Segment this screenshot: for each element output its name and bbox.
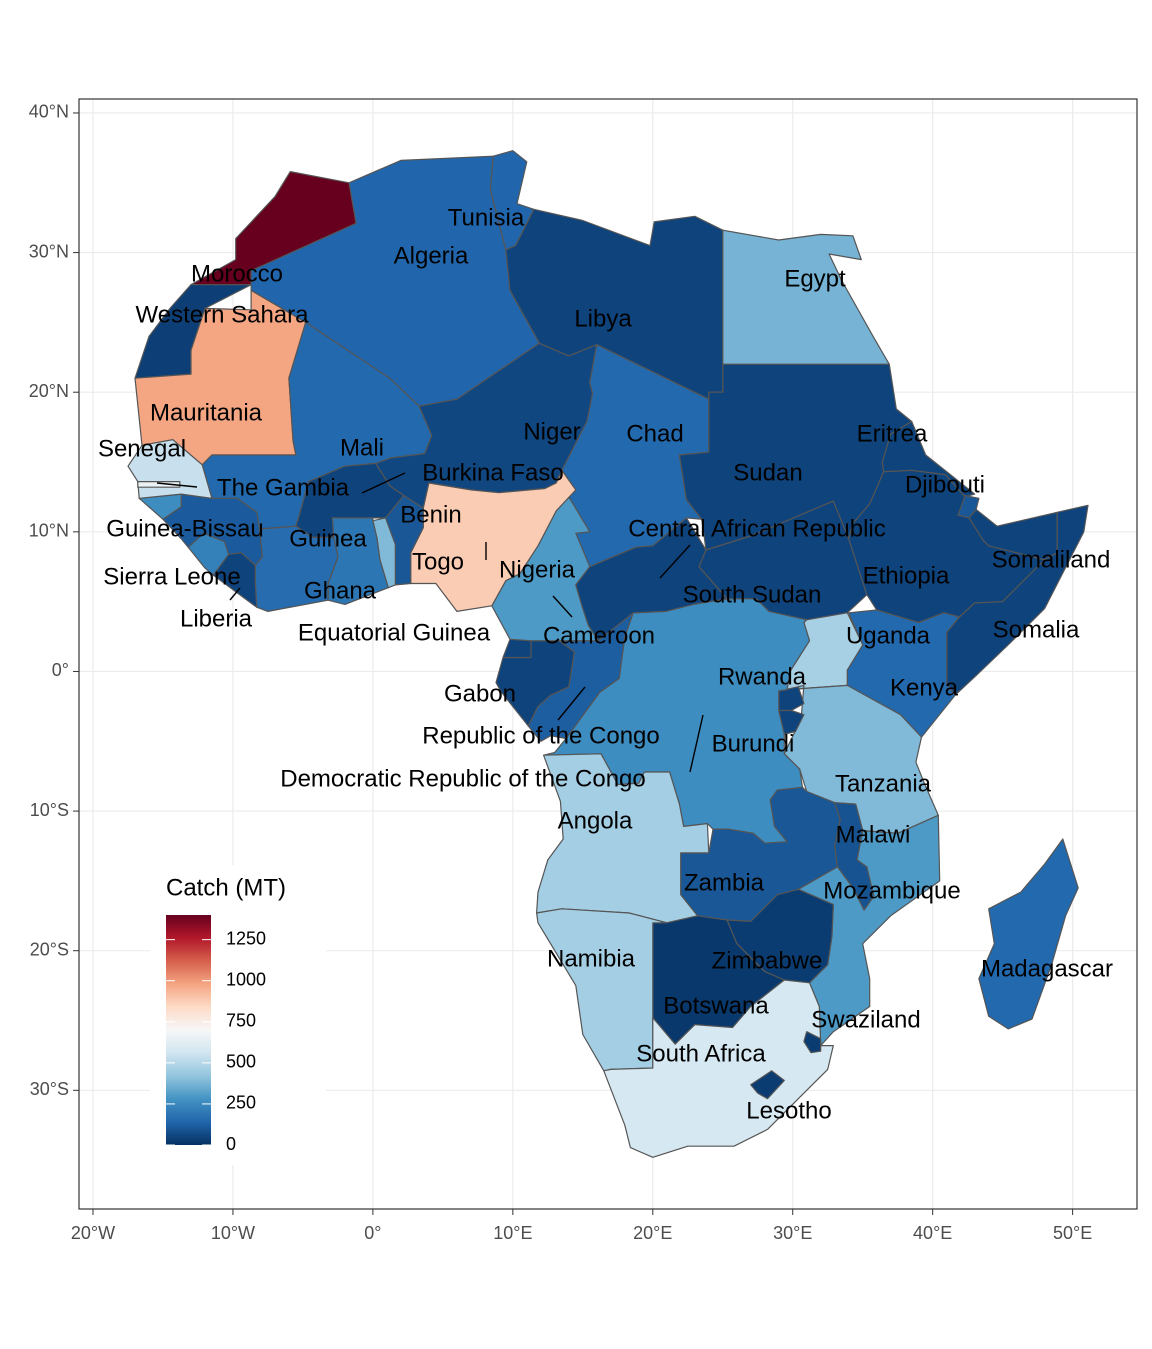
legend-title: Catch (MT) [166, 874, 286, 901]
country-label: Malawi [836, 821, 911, 848]
colorbar-tick-label: 1000 [226, 969, 266, 989]
y-tick-label: 30°N [29, 241, 69, 261]
country-label: Sudan [733, 459, 802, 486]
country-label: Botswana [663, 992, 769, 1019]
country-label: Senegal [98, 435, 186, 462]
country-label: Namibia [547, 945, 636, 972]
country-label: Mozambique [823, 877, 960, 904]
country-label: Tanzania [835, 770, 932, 797]
country [137, 481, 181, 488]
y-tick-label: 20°N [29, 381, 69, 401]
country [575, 517, 728, 642]
x-tick-label: 10°W [211, 1223, 255, 1243]
country-label: Burundi [712, 730, 795, 757]
country-label: South Sudan [683, 581, 822, 608]
regions [127, 150, 1089, 1158]
leader-line [552, 595, 573, 618]
country-label: Algeria [394, 242, 469, 269]
country-label: Democratic Republic of the Congo [280, 765, 646, 792]
country-label: Burkina Faso [422, 459, 563, 486]
country-label: Djibouti [905, 471, 985, 498]
country [803, 1031, 822, 1054]
country-label: Gabon [444, 680, 516, 707]
country-label: Western Sahara [136, 301, 310, 328]
country [750, 1070, 785, 1100]
country-label: Ghana [304, 577, 377, 604]
leader-lines [156, 472, 704, 773]
country-label: Eritrea [857, 420, 928, 447]
x-tick-label: 50°E [1053, 1223, 1092, 1243]
colorbar-tick-label: 0 [226, 1134, 236, 1154]
y-tick-label: 0° [52, 660, 69, 680]
country-label: Madagascar [981, 955, 1113, 982]
y-tick-label: 10°S [30, 800, 69, 820]
country-label: Zambia [684, 869, 765, 896]
leader-line [659, 544, 691, 579]
legend: Catch (MT) 0 250 500 750 1000 1250 [150, 865, 326, 1165]
region-labels: Morocco Western Sahara Mauritania Algeria Tu… [98, 204, 1113, 1124]
leader-line [557, 686, 586, 721]
country-label: Equatorial Guinea [298, 619, 491, 646]
x-tick-label: 10°E [493, 1223, 532, 1243]
country-label: Central African Republic [628, 515, 885, 542]
y-tick-label: 40°N [29, 102, 69, 122]
country-label: Sierra Leone [103, 563, 240, 590]
colorbar [166, 915, 211, 1145]
x-tick-label: 30°E [773, 1223, 812, 1243]
country-label: Togo [412, 548, 464, 575]
country-label: Uganda [846, 622, 931, 649]
country-label: Liberia [180, 605, 253, 632]
country-label: Nigeria [499, 556, 576, 583]
country-label: Niger [523, 418, 580, 445]
country-label: Zimbabwe [712, 947, 823, 974]
country [603, 979, 834, 1158]
colorbar-tick-label: 750 [226, 1011, 256, 1031]
colorbar-tick-label: 1250 [226, 928, 266, 948]
x-tick-label: 20°W [71, 1223, 115, 1243]
country-label: Ethiopia [863, 562, 950, 589]
country-label: Cameroon [543, 622, 655, 649]
country-label: Rwanda [718, 663, 807, 690]
country-label: Angola [558, 807, 633, 834]
leader-line [361, 472, 406, 494]
country-label: Kenya [890, 674, 959, 701]
country-label: South Africa [636, 1040, 766, 1067]
panel-border [78, 98, 1138, 1210]
country-label: Libya [574, 305, 632, 332]
country-label: Guinea-Bissau [106, 515, 263, 542]
leader-line [229, 587, 241, 601]
x-tick-label: 0° [364, 1223, 381, 1243]
country-label: Swaziland [811, 1006, 920, 1033]
leader-line [156, 482, 198, 488]
y-tick-label: 30°S [30, 1079, 69, 1099]
country-label: Mauritania [150, 399, 263, 426]
country-label: Mali [340, 434, 384, 461]
colorbar-tick-label: 500 [226, 1052, 256, 1072]
country-label: Chad [626, 420, 683, 447]
country-label: Benin [400, 501, 461, 528]
x-tick-label: 20°E [633, 1223, 672, 1243]
country [978, 838, 1079, 1030]
country-label: Morocco [191, 260, 283, 287]
x-tick-label: 40°E [913, 1223, 952, 1243]
country-label: Guinea [289, 525, 367, 552]
country-label: The Gambia [217, 474, 350, 501]
colorbar-tick-label: 250 [226, 1093, 256, 1113]
leader-line [689, 714, 704, 773]
country-label: Somalia [993, 616, 1080, 643]
country-label: Somaliland [992, 546, 1111, 573]
y-tick-label: 10°N [29, 521, 69, 541]
y-tick-label: 20°S [30, 939, 69, 959]
country-label: Republic of the Congo [422, 722, 660, 749]
country-label: Lesotho [746, 1097, 831, 1124]
country-label: Tunisia [448, 204, 525, 231]
country-label: Egypt [784, 265, 846, 292]
